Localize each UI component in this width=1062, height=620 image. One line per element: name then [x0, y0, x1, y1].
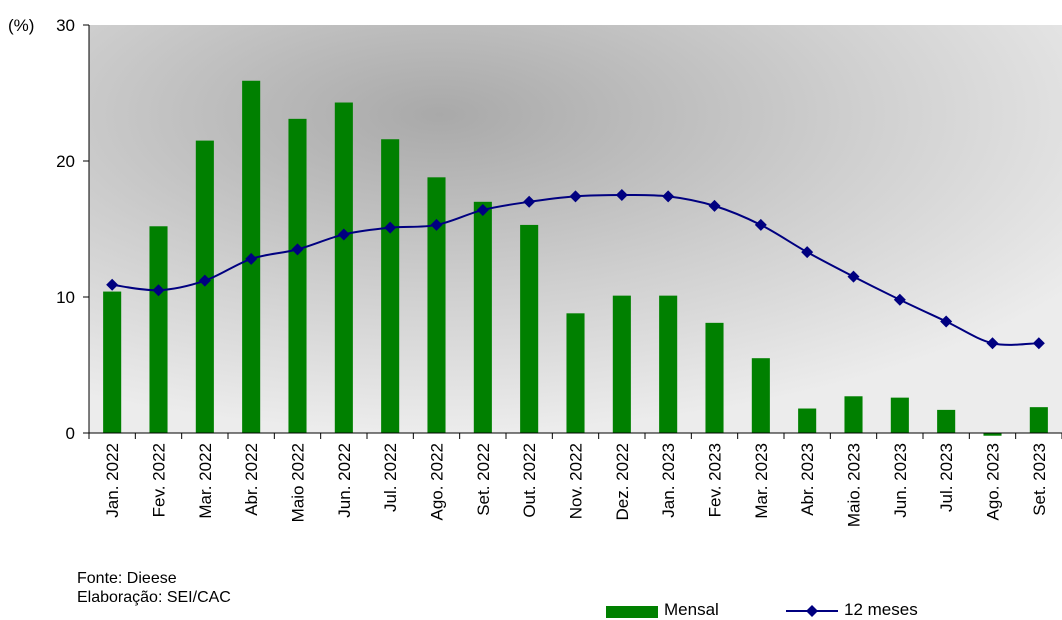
legend-12-meses-label: 12 meses — [844, 600, 918, 619]
bar-mensal — [937, 409, 956, 433]
point-12-meses — [523, 195, 536, 208]
bar-mensal — [798, 408, 817, 433]
point-12-meses — [291, 243, 304, 256]
bar-mensal — [890, 397, 909, 433]
x-tick-label: Jul. 2023 — [937, 443, 956, 512]
bar-mensal — [612, 295, 631, 433]
point-12-meses — [662, 190, 675, 203]
legend-line-swatch — [786, 605, 838, 617]
x-tick-label: Out. 2022 — [520, 443, 539, 518]
chart: 0 10 20 30 Jan. 2022 Fev. 2022 Mar. 2022 Abr. 2… — [8, 16, 1062, 527]
y-tick-label: 20 — [56, 152, 75, 171]
bar-series-mensal — [103, 80, 1048, 436]
bar-mensal — [751, 358, 770, 433]
elaboration-note: Elaboração: SEI/CAC — [77, 589, 231, 606]
bar-mensal — [473, 201, 492, 433]
x-tick-label: Jun. 2022 — [335, 443, 354, 518]
point-12-meses — [152, 284, 165, 297]
x-tick-label: Jul. 2022 — [381, 443, 400, 512]
x-tick-label: Dez. 2022 — [613, 443, 632, 521]
point-12-meses — [1032, 337, 1045, 350]
bar-mensal — [149, 226, 168, 433]
x-tick-label: Abr. 2023 — [798, 443, 817, 516]
point-12-meses — [337, 228, 350, 241]
point-12-meses — [754, 218, 767, 231]
x-tick-label: Nov. 2022 — [567, 443, 586, 519]
point-12-meses — [893, 293, 906, 306]
bar-mensal — [427, 177, 446, 433]
x-tick-label: Fev. 2023 — [706, 443, 725, 517]
x-tick-label: Mar. 2022 — [196, 443, 215, 519]
y-tick-label: 10 — [56, 288, 75, 307]
point-12-meses — [986, 337, 999, 350]
bar-mensal — [103, 291, 122, 433]
point-12-meses — [384, 221, 397, 234]
x-tick-label: Maio. 2023 — [845, 443, 864, 527]
y-unit-label: (%) — [8, 16, 34, 35]
bar-mensal — [334, 102, 353, 434]
y-tick-label: 0 — [66, 424, 75, 443]
x-tick-label: Set. 2022 — [474, 443, 493, 516]
bar-mensal — [381, 139, 400, 434]
legend-bar-swatch — [606, 606, 658, 618]
bar-mensal — [983, 433, 1002, 436]
bar-mensal — [566, 313, 585, 433]
point-12-meses — [430, 218, 443, 231]
bar-mensal — [195, 140, 214, 433]
bar-mensal — [659, 295, 678, 433]
point-12-meses — [801, 246, 814, 259]
bar-mensal — [288, 118, 307, 433]
point-12-meses — [940, 315, 953, 328]
bar-mensal — [705, 322, 724, 433]
point-12-meses — [708, 199, 721, 212]
x-tick-label: Ago. 2023 — [984, 443, 1003, 521]
x-tick-label: Ago. 2022 — [428, 443, 447, 521]
x-tick-label: Set. 2023 — [1030, 443, 1049, 516]
x-tick-label: Jun. 2023 — [891, 443, 910, 518]
bar-mensal — [1029, 407, 1048, 433]
x-tick-label: Fev. 2022 — [150, 443, 169, 517]
point-12-meses — [569, 190, 582, 203]
point-12-meses — [476, 203, 489, 216]
x-tick-label: Jan. 2022 — [103, 443, 122, 518]
point-12-meses — [615, 189, 628, 201]
axes: 0 10 20 30 Jan. 2022 Fev. 2022 Mar. 2022 Abr. 2… — [56, 16, 1062, 527]
x-tick-label: Abr. 2022 — [242, 443, 261, 516]
x-tick-label: Jan. 2023 — [659, 443, 678, 518]
point-12-meses — [245, 252, 258, 265]
legend-mensal-label: Mensal — [664, 600, 719, 619]
x-tick-label: Maio 2022 — [289, 443, 308, 522]
point-12-meses — [106, 278, 119, 291]
source-note: Fonte: Dieese — [77, 570, 177, 587]
y-tick-label: 30 — [56, 16, 75, 35]
point-12-meses — [198, 274, 211, 287]
x-tick-label: Mar. 2023 — [752, 443, 771, 519]
line-series-12-meses — [106, 189, 1045, 350]
point-12-meses — [847, 270, 860, 283]
bar-mensal — [844, 396, 863, 433]
bar-mensal — [520, 224, 539, 433]
